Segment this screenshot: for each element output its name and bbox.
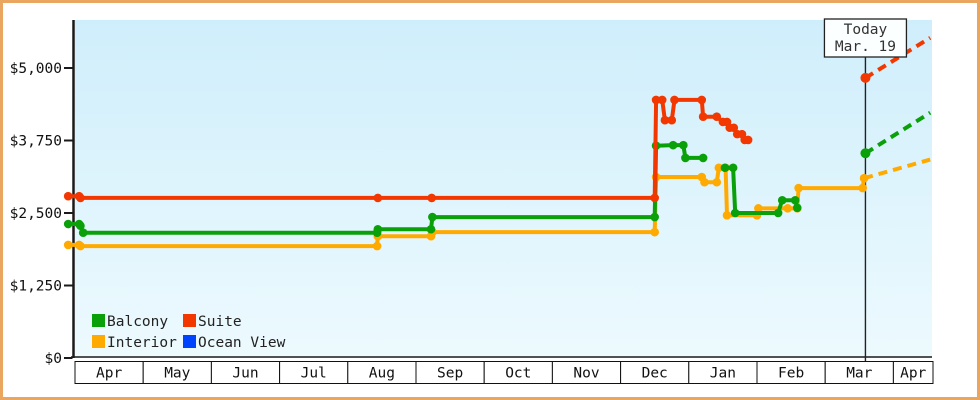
month-label: Aug (369, 366, 395, 382)
data-point-suite[interactable] (697, 95, 707, 105)
data-point-suite[interactable] (63, 191, 73, 201)
legend-swatch-interior (92, 335, 105, 348)
data-point-suite[interactable] (743, 135, 753, 145)
data-point-balcony[interactable] (730, 208, 740, 218)
data-point-balcony[interactable] (773, 208, 783, 218)
data-point-suite[interactable] (667, 115, 677, 125)
month-label: Jan (710, 366, 736, 382)
data-point-interior[interactable] (858, 183, 868, 193)
data-point-balcony[interactable] (728, 163, 738, 173)
data-point-suite[interactable] (698, 112, 708, 122)
data-point-suite[interactable] (373, 193, 383, 203)
legend-label-ocean-view: Ocean View (198, 335, 286, 351)
data-point-balcony[interactable] (668, 140, 678, 150)
month-label: Jun (232, 366, 258, 382)
data-point-interior[interactable] (783, 204, 792, 213)
y-tick-label: $0 (45, 351, 62, 367)
data-point-interior[interactable] (714, 163, 724, 173)
legend-swatch-balcony (92, 314, 105, 327)
data-point-balcony[interactable] (78, 228, 88, 238)
data-point-balcony[interactable] (777, 195, 787, 205)
data-point-balcony[interactable] (428, 212, 437, 222)
data-point-interior[interactable] (372, 241, 382, 251)
month-label: Nov (573, 366, 599, 382)
y-tick-label: $3,750 (10, 134, 62, 150)
data-point-suite[interactable] (427, 193, 436, 203)
month-label: Apr (900, 366, 926, 382)
month-cell (892, 361, 934, 384)
today-point-suite[interactable] (860, 72, 871, 83)
series-interior (63, 157, 931, 251)
legend-item-suite: Suite (183, 314, 242, 330)
data-point-suite[interactable] (660, 115, 670, 125)
data-point-balcony[interactable] (679, 140, 688, 150)
data-point-interior[interactable] (76, 241, 85, 251)
series-line-interior (66, 165, 867, 249)
data-point-suite[interactable] (76, 193, 85, 203)
data-point-suite[interactable] (651, 95, 661, 105)
y-tick-label: $2,500 (10, 206, 62, 222)
data-point-suite[interactable] (657, 95, 667, 105)
data-point-suite[interactable] (712, 112, 722, 122)
legend-swatch-ocean-view (183, 335, 196, 348)
month-label: Apr (96, 366, 122, 382)
legend-item-ocean-view: Ocean View (183, 335, 286, 351)
data-point-balcony[interactable] (63, 219, 73, 229)
today-label-line2: Mar. 19 (835, 39, 896, 55)
plot-background (75, 20, 932, 358)
y-tick-label: $5,000 (10, 61, 62, 77)
projection-line-interior (863, 157, 931, 181)
data-point-balcony[interactable] (698, 153, 708, 163)
chart-canvas: $0 $1,250 $2,500 $3,750 $5,000 Apr May Jun Jul Au… (10, 18, 934, 384)
data-point-interior[interactable] (754, 204, 763, 213)
data-point-interior[interactable] (700, 177, 709, 187)
month-label: Oct (505, 366, 531, 382)
series-balcony (63, 111, 932, 238)
month-label: Mar (846, 366, 872, 382)
month-label: May (164, 366, 190, 382)
data-point-interior[interactable] (650, 227, 659, 237)
data-point-balcony[interactable] (792, 203, 802, 213)
data-point-interior[interactable] (722, 211, 732, 220)
today-box-frame (823, 18, 908, 58)
data-point-balcony[interactable] (426, 224, 436, 234)
projection-line-suite (864, 36, 932, 80)
data-point-interior[interactable] (63, 240, 73, 250)
data-point-suite[interactable] (670, 95, 679, 105)
y-tick-label: $1,250 (10, 279, 62, 295)
legend-label-interior: Interior (107, 335, 177, 351)
projection-line-balcony (864, 111, 932, 155)
data-point-interior[interactable] (794, 183, 803, 193)
data-point-balcony[interactable] (650, 212, 659, 222)
data-point-suite[interactable] (650, 193, 659, 203)
data-point-balcony[interactable] (681, 153, 690, 163)
today-point-balcony[interactable] (860, 148, 871, 159)
data-point-balcony[interactable] (720, 163, 730, 173)
legend-swatch-suite (183, 314, 196, 327)
legend-item-interior: Interior (92, 335, 177, 351)
month-label: Feb (778, 366, 804, 382)
data-point-balcony[interactable] (790, 195, 800, 205)
today-label-line1: Today (844, 22, 888, 38)
data-point-interior[interactable] (712, 177, 722, 187)
legend-label-suite: Suite (198, 314, 242, 330)
month-label: Sep (437, 366, 463, 382)
data-point-balcony[interactable] (76, 221, 85, 231)
legend-label-balcony: Balcony (107, 314, 168, 330)
month-label: Jul (301, 366, 327, 382)
data-point-suite[interactable] (729, 123, 739, 133)
series-suite (63, 36, 932, 203)
data-point-balcony[interactable] (373, 224, 383, 234)
month-label: Dec (642, 366, 668, 382)
legend-item-balcony: Balcony (92, 314, 168, 330)
